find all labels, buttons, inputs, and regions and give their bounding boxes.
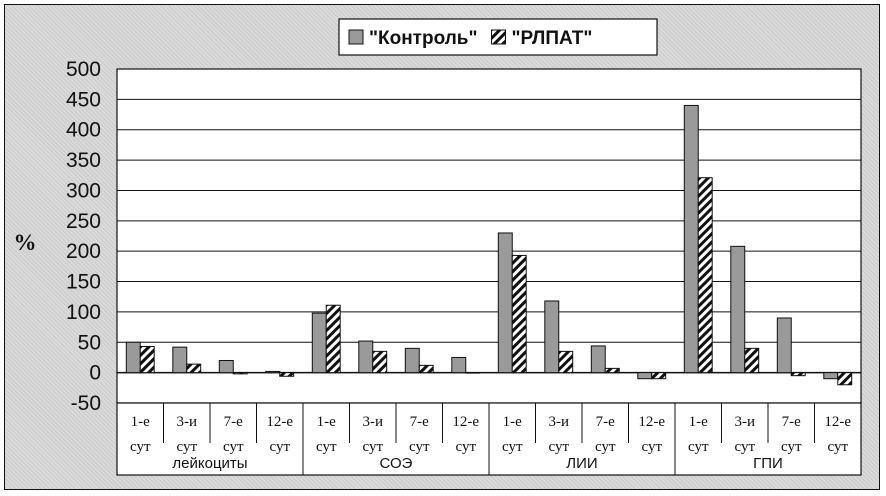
bar — [325, 304, 341, 374]
x-tick-label: сут — [548, 439, 569, 455]
bar — [404, 347, 420, 374]
y-tick-label: 200 — [66, 240, 101, 263]
bar — [697, 177, 713, 374]
bar — [418, 364, 434, 374]
bar — [558, 350, 574, 374]
x-tick-label: 7-е — [224, 414, 243, 430]
y-tick-label: 100 — [66, 301, 101, 324]
bar — [218, 359, 234, 374]
x-tick-label: сут — [130, 439, 151, 455]
x-tick-label: сут — [223, 439, 244, 455]
bar — [590, 345, 606, 374]
bar — [172, 346, 188, 374]
x-tick-label: 12-е — [638, 414, 665, 430]
x-tick-label: сут — [502, 439, 523, 455]
y-axis-label: % — [14, 230, 37, 255]
bar — [730, 245, 746, 374]
x-tick-label: сут — [595, 439, 616, 455]
y-tick-label: 450 — [66, 88, 101, 111]
chart-svg: "Контроль" "РЛПАТ" -50 0 50 100 150 200 250 300 3… — [14, 18, 862, 476]
x-tick-label: сут — [827, 439, 848, 455]
y-tick-label: 0 — [89, 362, 101, 385]
bar — [837, 372, 853, 386]
bar — [823, 372, 839, 380]
legend: "Контроль" "РЛПАТ" — [338, 18, 658, 56]
chart: "Контроль" "РЛПАТ" -50 0 50 100 150 200 250 300 3… — [4, 4, 880, 490]
bar — [497, 232, 513, 374]
x-tick-label: 3-и — [734, 414, 755, 430]
bar — [358, 340, 374, 374]
bar — [465, 372, 481, 374]
x-tick-label: 3-и — [176, 414, 197, 430]
x-tick-label: сут — [734, 439, 755, 455]
x-tick-label: 1-е — [317, 414, 336, 430]
bar — [651, 372, 667, 380]
x-tick-label: 12-е — [824, 414, 851, 430]
bar — [683, 104, 699, 374]
x-tick-label: сут — [781, 439, 802, 455]
y-tick-label: 500 — [66, 58, 101, 81]
x-tick-label: 7-е — [596, 414, 615, 430]
x-tick-label: 1-е — [131, 414, 150, 430]
y-tick-label: 250 — [66, 210, 101, 233]
legend-swatch — [348, 29, 364, 45]
bar — [311, 312, 327, 374]
bar — [544, 300, 560, 374]
bar — [790, 372, 806, 377]
y-tick-label: 300 — [66, 179, 101, 202]
x-tick-label: сут — [176, 439, 197, 455]
x-tick-label: сут — [362, 439, 383, 455]
x-tick-label: 7-е — [782, 414, 801, 430]
group-label: ЛИИ — [566, 455, 597, 472]
group-label: ГПИ — [753, 455, 783, 472]
bar — [451, 356, 467, 374]
y-tick-label: 50 — [78, 331, 101, 354]
bar — [279, 372, 295, 377]
group-label: лейкоциты — [172, 455, 247, 472]
x-tick-label: сут — [688, 439, 709, 455]
y-tick-label: -50 — [71, 392, 101, 415]
legend-label: "РЛПАТ" — [512, 28, 593, 49]
x-tick-label: 12-е — [452, 414, 479, 430]
bar — [125, 341, 141, 374]
bar — [744, 347, 760, 374]
bar — [186, 363, 202, 374]
x-tick-label: 1-е — [689, 414, 708, 430]
plot-area: -50 0 50 100 150 200 250 300 350 400 450 500% 1-е сут… — [14, 58, 862, 476]
legend-swatch — [491, 29, 506, 45]
bar — [511, 254, 527, 374]
bar — [604, 367, 620, 374]
x-tick-label: 3-и — [362, 414, 383, 430]
y-tick-label: 350 — [66, 149, 101, 172]
y-tick-label: 150 — [66, 271, 101, 294]
x-tick-label: 3-и — [548, 414, 569, 430]
x-tick-label: сут — [455, 439, 476, 455]
x-tick-label: 1-е — [503, 414, 522, 430]
legend-label: "Контроль" — [369, 28, 478, 49]
x-tick-label: сут — [269, 439, 290, 455]
bar — [139, 346, 155, 374]
x-tick-label: сут — [409, 439, 430, 455]
bar — [776, 317, 792, 374]
x-tick-label: сут — [316, 439, 337, 455]
y-tick-label: 400 — [66, 119, 101, 142]
group-label: СОЭ — [380, 455, 413, 472]
x-tick-label: 7-е — [410, 414, 429, 430]
bar — [265, 370, 281, 374]
x-tick-label: 12-е — [266, 414, 293, 430]
x-tick-label: сут — [641, 439, 662, 455]
bar — [637, 372, 653, 380]
bar — [372, 350, 388, 374]
bar — [232, 372, 248, 375]
